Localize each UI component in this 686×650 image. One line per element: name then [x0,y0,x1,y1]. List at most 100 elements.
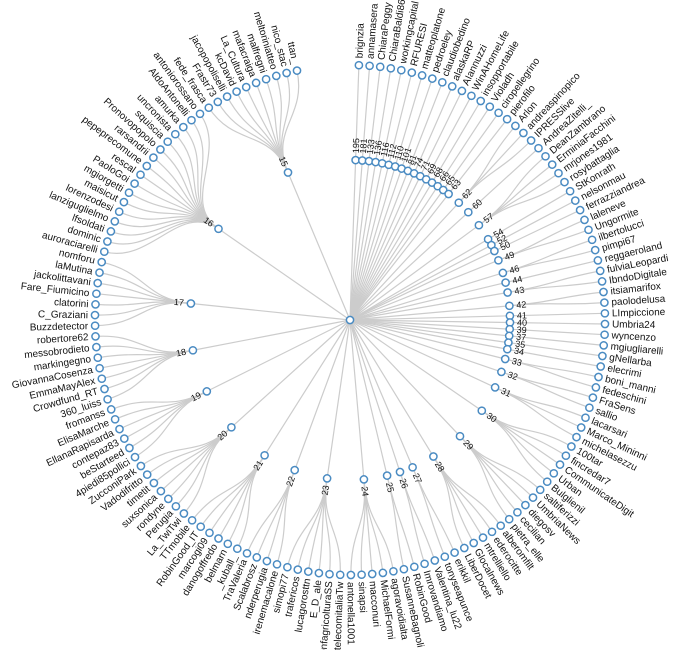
link-liberdocet [432,456,465,549]
root-node[interactable] [345,315,355,325]
leaf-node-c-graziani[interactable]: C_Graziani [38,309,100,321]
leaf-node-michelasezzu-dot [572,432,581,442]
group-node-49[interactable]: 49 [494,249,516,265]
group-node-21-label: 21 [251,459,265,473]
group-node-63[interactable]: 63 [444,177,463,199]
group-node-50[interactable]: 50 [490,239,512,256]
leaf-node-wyncenzo[interactable]: wyncenzo [600,330,657,344]
group-node-110[interactable]: 110 [390,145,406,171]
group-node-116[interactable]: 116 [377,141,392,168]
group-node-29[interactable]: 29 [455,431,475,452]
leaf-node-diegosv-dot [521,500,530,510]
group-node-71-label: 71 [419,159,432,172]
group-node-43[interactable]: 43 [503,285,525,297]
group-node-32[interactable]: 32 [497,367,519,382]
leaf-node-dominic-dot [103,237,112,246]
group-node-46[interactable]: 46 [498,263,521,278]
group-node-26[interactable]: 26 [395,467,410,490]
group-node-39-label: 39 [516,325,527,336]
leaf-node-timetit-dot [149,478,159,488]
leaf-node-antonella1001[interactable]: antonella1001 [345,570,356,645]
link-imrovandiamo [399,471,426,564]
leaf-node-rondyne-dot [163,494,173,504]
group-node-62[interactable]: 62 [454,187,474,208]
link-root-group-71 [349,175,421,321]
group-node-25-dot [382,471,392,480]
group-node-31[interactable]: 31 [490,383,513,399]
group-node-17[interactable]: 17 [173,297,196,308]
group-node-60[interactable]: 60 [463,197,485,217]
leaf-node-pedroeley-dot [427,74,437,83]
group-node-23[interactable]: 23 [320,474,332,496]
leaf-node-clatorini[interactable]: clatorini [54,297,100,310]
group-node-74[interactable]: 74 [409,156,426,178]
link-root-group-68 [349,182,433,321]
group-node-19[interactable]: 19 [189,387,212,404]
leaf-node-stkonrath-dot [565,186,575,196]
tree-nodes: 195brignzia181annamasera133ChiaraPeggy13… [11,0,669,650]
group-node-22[interactable]: 22 [284,465,300,488]
link-claudiobedino [407,82,443,172]
group-node-20[interactable]: 20 [215,422,236,443]
leaf-node-brignzia[interactable]: brignzia [354,23,367,70]
group-node-136[interactable]: 136 [371,140,384,167]
leaf-node-limpiccione[interactable]: LImpiccione [600,307,666,319]
leaf-node-sinapsi[interactable]: sinapsi [356,570,368,613]
group-node-27[interactable]: 27 [408,462,424,485]
group-node-63-label: 63 [449,177,463,191]
leaf-node-confagricolturass[interactable]: ConfagricolturaSS [318,569,336,650]
group-node-136-label: 136 [372,140,384,156]
leaf-node-annamasera[interactable]: annamasera [365,3,381,71]
leaf-node-macconuri[interactable]: macconuri [367,569,382,627]
leaf-node-telecomitaliatw[interactable]: telecomitaliaTw [333,570,347,650]
leaf-node-robertore62[interactable]: robertore62 [37,332,100,346]
leaf-node-e-d-ale[interactable]: E_D_ale [309,568,325,619]
group-node-21[interactable]: 21 [251,450,269,473]
leaf-node-ttan[interactable]: ttan_ [285,41,302,75]
group-node-25[interactable]: 25 [382,471,396,493]
leaf-node-confagricolturass-label: ConfagricolturaSS [318,580,336,650]
link-simopi77 [286,478,328,568]
group-node-27-label: 27 [411,472,424,485]
group-node-18-label: 18 [175,347,187,359]
leaf-node-chiarapeggy-dot [375,62,385,72]
group-node-54[interactable]: 54 [483,226,506,244]
group-node-44[interactable]: 44 [501,274,523,287]
group-node-66[interactable]: 66 [433,169,451,191]
group-node-112[interactable]: 112 [384,143,399,170]
leaf-node-danogoffredo-dot [214,534,223,543]
leaf-node-limpiccione-label: LImpiccione [612,307,666,319]
group-node-34[interactable]: 34 [502,344,525,358]
link-umbria24 [509,321,606,325]
link-root-group-20 [230,319,351,428]
leaf-node-nderperugia-dot [262,556,272,566]
leaf-node-buzzdetector[interactable]: Buzzdetector [30,321,100,333]
group-node-16[interactable]: 16 [202,215,223,234]
group-node-18[interactable]: 18 [175,345,198,359]
leaf-node-paolodelusa[interactable]: paolodelusa [600,294,666,309]
group-node-57[interactable]: 57 [474,211,496,230]
link-pietra-elle [459,435,510,520]
group-node-133-label: 133 [365,139,377,155]
leaf-node-umbria24[interactable]: Umbria24 [600,319,656,331]
group-node-25-label: 25 [384,481,396,493]
leaf-node-robertore62-dot [91,332,100,341]
group-node-29-dot [455,431,465,441]
leaf-node-mgiugliarelli[interactable]: mgiugliarelli [599,341,664,358]
group-node-71[interactable]: 71 [415,159,433,181]
group-node-35-label: 35 [515,339,526,350]
group-node-42[interactable]: 42 [505,299,527,311]
group-node-52-label: 52 [495,233,509,247]
group-node-24[interactable]: 24 [359,475,371,497]
leaf-node-contepaz83-dot [119,434,129,443]
group-node-16-dot [214,224,223,234]
leaf-node-marco-mininni-dot [576,423,586,432]
group-node-33[interactable]: 33 [500,354,523,368]
group-node-15[interactable]: 15 [277,155,293,177]
link-zucconipark [140,426,232,467]
group-node-30[interactable]: 30 [477,406,499,424]
leaf-node-belmarn-dot [223,539,233,549]
group-node-28[interactable]: 28 [429,452,447,474]
leaf-node-lanziguglielmo-dot [110,217,120,226]
leaf-node-ibndodigitale-dot [597,277,607,286]
